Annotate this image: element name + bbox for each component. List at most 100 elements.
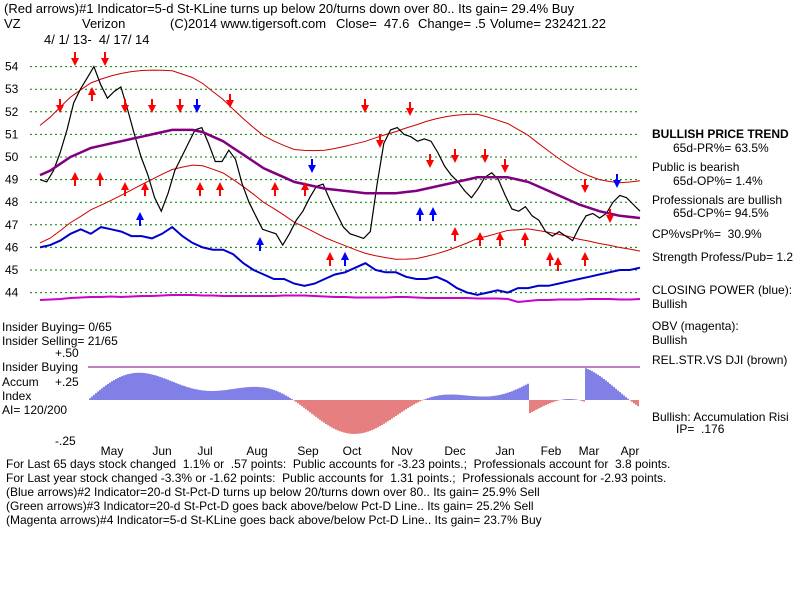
close-value: Close= 47.6 — [336, 16, 410, 31]
month-label-feb: Feb — [541, 444, 562, 458]
moving-average-line — [39, 128, 641, 220]
cp-vs-pr: CP%vsPr%= 30.9% — [652, 227, 762, 241]
relstr-label: REL.STR.VS DJI (brown) — [652, 353, 788, 367]
y-tick-46: 46 — [5, 240, 19, 254]
company-name: Verizon — [82, 16, 126, 31]
y-tick-51: 51 — [5, 127, 19, 141]
insider-buying-label: Insider Buying= 0/65 — [2, 320, 112, 334]
op-value: 65d-OP%= 1.4% — [673, 174, 763, 188]
red-arrow — [71, 172, 79, 186]
professionals-status: Professionals are bullish — [652, 193, 783, 207]
red-arrow — [71, 52, 79, 66]
month-labels: May Jun Jul Aug Sep Oct Nov Dec Jan Feb Mar Apr — [101, 444, 640, 458]
y-tick-49: 49 — [5, 173, 19, 187]
red-arrow — [476, 232, 484, 246]
red-arrow — [148, 99, 156, 113]
month-label-may: May — [101, 444, 124, 458]
red-arrow — [301, 182, 309, 196]
upper-band — [39, 69, 641, 184]
blue-arrow — [256, 237, 264, 251]
indicator-4-line: (Magenta arrows)#4 Indicator=5-d St-KLin… — [6, 513, 542, 527]
y-tick-47: 47 — [5, 218, 19, 232]
ai-label: AI= 120/200 — [2, 403, 68, 417]
month-label-dec: Dec — [444, 444, 465, 458]
red-arrow — [326, 252, 334, 266]
month-label-sep: Sep — [297, 444, 319, 458]
change-value: Change= .5 — [418, 16, 486, 31]
red-arrow — [496, 232, 504, 246]
red-arrow — [581, 179, 589, 193]
indicator-2-line: (Blue arrows)#2 Indicator=20-d St-Pct-D … — [6, 485, 540, 499]
red-arrow — [226, 94, 234, 108]
bollinger-bands — [39, 69, 641, 260]
red-arrow — [88, 87, 96, 101]
red-arrow — [451, 227, 459, 241]
red-arrow — [216, 182, 224, 196]
blue-arrow — [341, 252, 349, 266]
obv-status: Bullish — [652, 333, 688, 347]
y-tick-45: 45 — [5, 263, 19, 277]
symbol: VZ — [4, 16, 21, 31]
red-arrow — [176, 99, 184, 113]
red-arrow — [606, 209, 614, 223]
index-label: Index — [2, 389, 32, 403]
month-label-mar: Mar — [579, 444, 600, 458]
month-label-aug: Aug — [246, 444, 267, 458]
month-label-jun: Jun — [152, 444, 171, 458]
red-arrow — [554, 257, 562, 271]
y-tick-44: 44 — [5, 286, 19, 300]
y-tick-54: 54 — [5, 60, 19, 74]
trend-title: BULLISH PRICE TREND — [652, 127, 789, 141]
blue-arrow — [429, 207, 437, 221]
accumulation-histogram — [88, 366, 640, 434]
red-arrow — [406, 102, 414, 116]
blue-arrow — [613, 174, 621, 188]
plus50-label: +.50 — [55, 346, 79, 360]
minus25-label: -.25 — [55, 434, 76, 448]
red-arrow — [96, 172, 104, 186]
blue-arrow — [136, 212, 144, 226]
date-range: 4/ 1/ 13- 4/ 17/ 14 — [44, 32, 150, 47]
indicator-3-line: (Green arrows)#3 Indicator=20-d St-Pct-D… — [6, 499, 534, 513]
volume-value: Volume= 232421.22 — [490, 16, 607, 31]
strength-ratio: Strength Profess/Pub= 1.2 — [652, 250, 794, 264]
red-arrow — [546, 252, 554, 266]
red-arrow — [376, 134, 384, 148]
blue-arrow — [193, 99, 201, 113]
footer-year: For Last year stock changed -3.3% or -1.… — [6, 471, 667, 485]
price-line — [39, 65, 641, 247]
red-arrow — [141, 182, 149, 196]
blue-arrow — [308, 159, 316, 173]
closing-power-status: Bullish — [652, 297, 688, 311]
red-arrow — [501, 159, 509, 173]
lower-band — [39, 164, 641, 260]
month-label-jan: Jan — [495, 444, 514, 458]
public-status: Public is bearish — [652, 160, 740, 174]
price-gridlines — [30, 66, 640, 294]
y-tick-53: 53 — [5, 82, 19, 96]
red-arrow — [101, 52, 109, 66]
closing-power-line — [39, 225, 641, 296]
footer-65day: For Last 65 days stock changed 1.1% or .… — [6, 457, 671, 471]
accum-label: Accum — [2, 375, 39, 389]
signal-arrows — [56, 52, 621, 271]
obv-line — [39, 294, 641, 304]
y-tick-52: 52 — [5, 105, 19, 119]
obv-label: OBV (magenta): — [652, 319, 739, 333]
indicator-lines — [39, 65, 641, 304]
red-arrow — [426, 154, 434, 168]
red-arrow — [121, 99, 129, 113]
red-arrow — [521, 232, 529, 246]
pr-value: 65d-PR%= 63.5% — [673, 141, 769, 155]
copyright: (C)2014 www.tigersoft.com — [170, 16, 327, 31]
red-arrow — [56, 99, 64, 113]
red-arrow — [581, 252, 589, 266]
closing-power-label: CLOSING POWER (blue): — [652, 283, 793, 297]
ip-value: IP= .176 — [676, 422, 725, 436]
blue-arrow — [416, 207, 424, 221]
insider-buying-2-label: Insider Buying — [2, 360, 79, 374]
red-arrow — [196, 182, 204, 196]
red-arrow — [121, 182, 129, 196]
cp-value: 65d-CP%= 94.5% — [673, 206, 769, 220]
